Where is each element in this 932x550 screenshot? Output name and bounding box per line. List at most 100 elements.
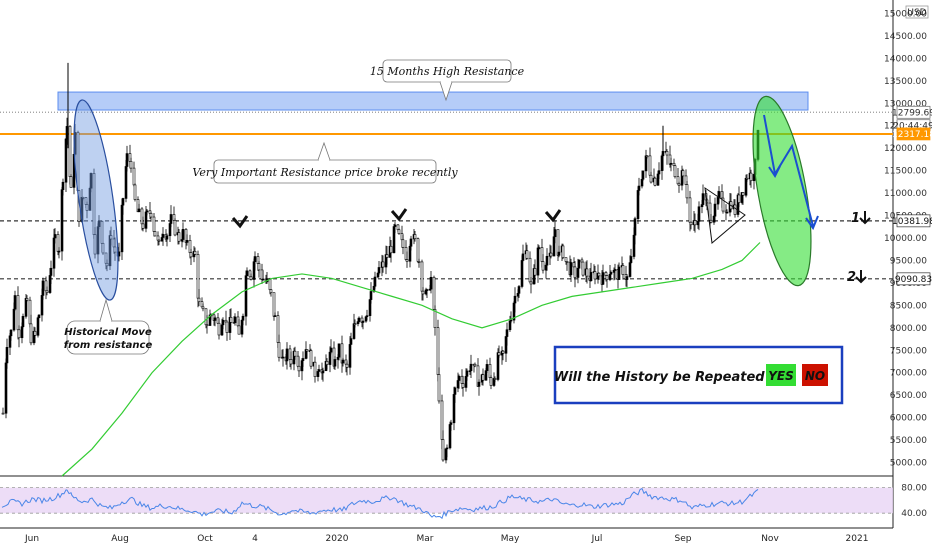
price-label-bg — [896, 214, 931, 228]
candle-body — [536, 247, 540, 276]
candle-body — [9, 329, 13, 337]
price-label-bg — [896, 105, 931, 119]
candle-body — [149, 213, 153, 218]
candle-body — [113, 246, 117, 253]
candle-body — [489, 377, 493, 386]
candle-body — [433, 309, 437, 328]
candle-body — [520, 260, 524, 287]
candle-body — [152, 216, 156, 232]
annotation-historical: Historical Move from resistance — [64, 298, 153, 355]
price-tick-label: 10000.00 — [884, 234, 927, 244]
candle-body — [461, 383, 465, 388]
candle-body — [81, 197, 85, 199]
currency-badge: USD — [905, 5, 929, 19]
checkmark-icon — [390, 208, 408, 222]
candle-body — [605, 275, 609, 280]
candle-body — [225, 321, 229, 333]
candle-body — [29, 323, 33, 344]
candle-body — [685, 184, 689, 199]
candle-body — [137, 208, 141, 213]
candle-body — [425, 289, 429, 291]
candle-body — [297, 365, 301, 372]
candle-body — [365, 315, 369, 318]
candle-body — [613, 269, 617, 271]
no-label: NO — [805, 369, 825, 383]
candle-body — [545, 255, 549, 266]
candle-body — [45, 290, 49, 293]
annotation-historical-line2: from resistance — [64, 340, 153, 351]
candle-body — [633, 218, 637, 236]
candle-body — [36, 317, 40, 336]
candle-body — [521, 253, 525, 261]
annotation-important-text: Very Important Resistance price broke re… — [192, 166, 458, 179]
candle-body — [93, 234, 97, 255]
candle-body — [573, 266, 577, 278]
checkmark-icon — [544, 209, 562, 223]
candle-body — [121, 198, 125, 206]
candle-body — [493, 378, 497, 380]
candle-body — [389, 245, 393, 254]
time-tick-label: 4 — [252, 534, 258, 544]
candle-body — [133, 184, 137, 200]
candle-body — [33, 330, 37, 336]
candle-body — [85, 204, 89, 211]
candle-body — [569, 262, 573, 276]
price-tick-label: 5000.00 — [890, 459, 927, 469]
candle-body — [529, 281, 533, 285]
candle-body — [169, 214, 173, 224]
rsi-band — [0, 487, 893, 514]
candle-body — [301, 358, 305, 361]
candle-body — [649, 174, 653, 183]
candle-body — [132, 167, 136, 186]
price-tick-label: 13000.00 — [884, 99, 927, 109]
candle-body — [385, 254, 389, 258]
candle-body — [657, 170, 661, 175]
candle-body — [445, 447, 449, 450]
candle-body — [69, 176, 73, 188]
candle-body — [25, 298, 29, 301]
candle-body — [141, 223, 145, 229]
candle-body — [257, 263, 261, 271]
price-tick-label: 15000.00 — [884, 9, 927, 19]
candle-body — [721, 197, 725, 212]
candle-body — [405, 259, 409, 262]
candle-body — [401, 239, 405, 248]
candle-body — [593, 271, 597, 280]
candle-body — [316, 371, 320, 377]
candle-body — [273, 315, 277, 317]
candle-body — [97, 221, 101, 228]
candle-body — [741, 192, 745, 196]
candle-body — [249, 276, 253, 280]
candle-body — [41, 280, 45, 296]
candle-body — [473, 363, 477, 367]
price-tick-label: 5500.00 — [890, 436, 927, 446]
candle-body — [737, 194, 741, 203]
candle-body — [101, 243, 105, 254]
price-label-text: 10381.98 — [892, 217, 932, 227]
resistance-zone — [57, 91, 809, 111]
candle-body — [377, 267, 381, 274]
candle-body — [49, 267, 53, 276]
candle-body — [348, 344, 352, 368]
candle-body — [416, 238, 420, 262]
candle-body — [701, 193, 705, 205]
candle-body — [361, 320, 365, 323]
candle-body — [481, 374, 485, 381]
candle-body — [217, 322, 221, 336]
candle-body — [269, 289, 273, 293]
price-tick-label: 14000.00 — [884, 54, 927, 64]
time-tick-label: Aug — [111, 534, 129, 544]
candle-body — [517, 286, 521, 294]
candle-body — [337, 343, 341, 358]
candle-body — [641, 170, 645, 180]
candle-body — [373, 276, 377, 287]
candle-body — [653, 177, 657, 186]
candle-body — [441, 439, 445, 461]
no-badge — [802, 364, 828, 386]
historical-move-ellipse — [73, 99, 119, 301]
question-text: Will the History be Repeated? — [554, 370, 773, 385]
yes-label: YES — [768, 369, 794, 383]
candle-body — [185, 240, 189, 243]
price-label-bg — [896, 272, 931, 286]
annotation-important: Very Important Resistance price broke re… — [192, 141, 458, 184]
